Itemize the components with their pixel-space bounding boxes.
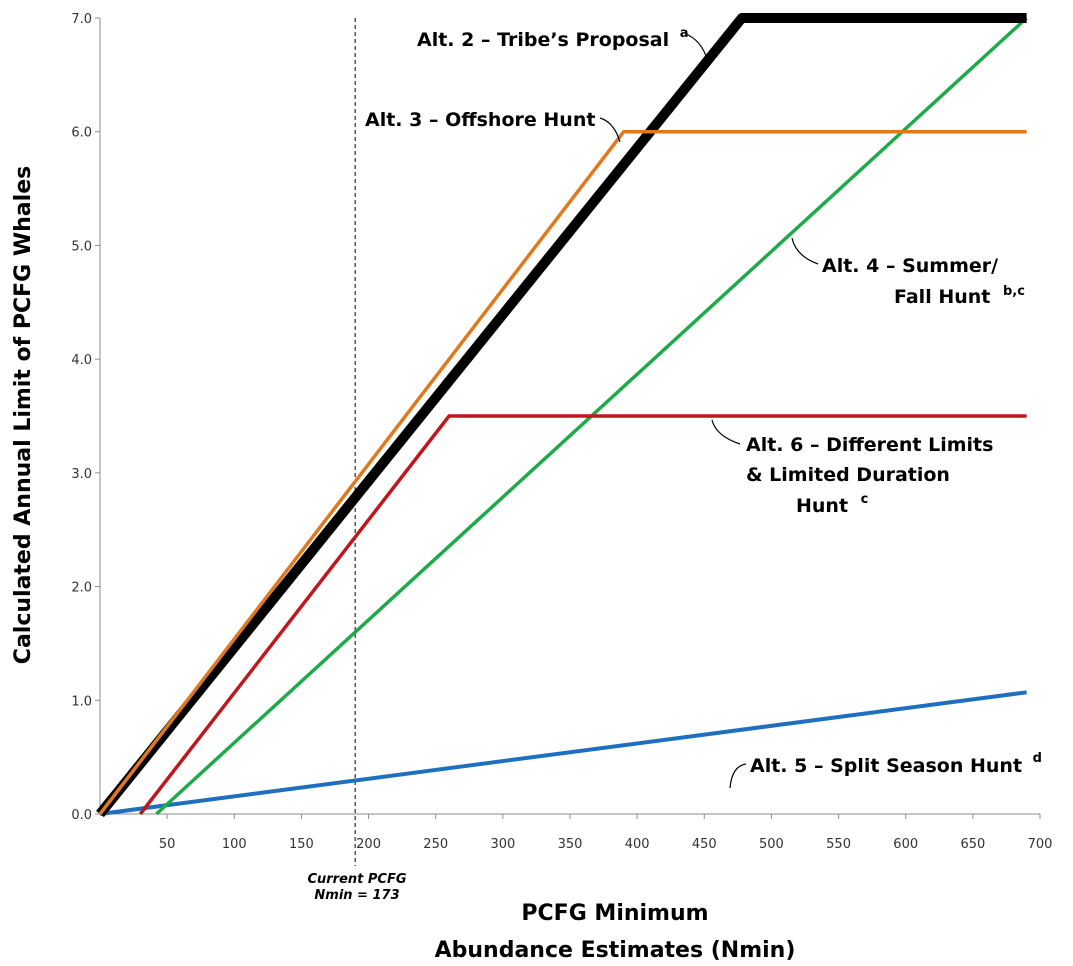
x-tick-label: 250: [423, 837, 448, 852]
y-tick-label: 6.0: [71, 126, 92, 141]
alt6-annotation-line2: & Limited Duration: [746, 464, 950, 486]
alt4-annotation-text: Fall Hunt: [894, 286, 990, 308]
x-tick-label: 150: [289, 837, 314, 852]
x-tick-label: 200: [356, 837, 381, 852]
y-tick-label: 0.0: [71, 808, 92, 823]
y-tick-label: 2.0: [71, 581, 92, 596]
x-tick-label: 50: [159, 837, 176, 852]
alt2-leader: [685, 33, 707, 57]
alt6-annotation-line1: Alt. 6 – Different Limits: [746, 434, 993, 456]
x-tick-label: 400: [625, 837, 650, 852]
series-line-0: [96, 13, 1027, 818]
alt6-annotation-note: c: [861, 492, 869, 507]
alt2-annotation-text: Alt. 2 – Tribe’s Proposal: [417, 29, 669, 51]
y-tick-label: 1.0: [71, 694, 92, 709]
x-tick-label: 300: [490, 837, 515, 852]
x-tick-label: 450: [692, 837, 717, 852]
alt4-annotation-line2: Fall Hunt b,c: [894, 284, 1025, 308]
y-tick-label: 5.0: [71, 239, 92, 254]
axes: 0.0 1.0 2.0 3.0 4.0 5.0 6.0 7.0 50 100 150 200 250 30…: [71, 12, 1052, 866]
alt4-annotation-note: b,c: [1003, 284, 1025, 299]
y-tick-label: 4.0: [71, 353, 92, 368]
alt2-annotation-note: a: [680, 26, 689, 41]
alt5-leader: [729, 763, 747, 789]
reference-label-line2: Nmin = 173: [314, 888, 399, 903]
x-tick-label: 500: [759, 837, 784, 852]
alt5-annotation-note: d: [1033, 751, 1042, 766]
alt2-annotation: Alt. 2 – Tribe’s Proposal a: [417, 26, 689, 51]
series-line-1: [98, 129, 1027, 816]
x-axis-title-line2: Abundance Estimates (Nmin): [435, 938, 796, 963]
x-tick-label: 550: [826, 837, 851, 852]
alt3-leader: [599, 117, 621, 143]
series-layer: [96, 13, 1028, 818]
x-tick-label: 700: [1028, 837, 1053, 852]
alt5-annotation-text: Alt. 5 – Split Season Hunt: [750, 755, 1022, 777]
x-tick-label: 650: [960, 837, 985, 852]
alt6-annotation-line3: Hunt c: [796, 492, 868, 517]
x-tick-label: 350: [558, 837, 583, 852]
x-tick-label: 600: [893, 837, 918, 852]
reference-label-line1: Current PCFG: [307, 872, 406, 887]
alt5-annotation: Alt. 5 – Split Season Hunt d: [750, 751, 1042, 777]
annotation-leaders: [599, 33, 819, 789]
series-line-3: [99, 690, 1027, 816]
x-tick-label: 100: [222, 837, 247, 852]
x-axis-title-line1: PCFG Minimum: [521, 901, 708, 926]
series-line-4: [138, 414, 1027, 816]
y-tick-label: 7.0: [71, 12, 92, 27]
y-tick-label: 3.0: [71, 467, 92, 482]
alt4-annotation-line1: Alt. 4 – Summer/: [822, 255, 998, 277]
y-axis-title: Calculated Annual Limit of PCFG Whales: [11, 166, 36, 664]
alt6-leader: [711, 419, 741, 445]
alt3-annotation: Alt. 3 – Offshore Hunt: [365, 109, 595, 131]
alt6-annotation-text: Hunt: [796, 495, 848, 517]
alt4-leader: [791, 237, 819, 265]
